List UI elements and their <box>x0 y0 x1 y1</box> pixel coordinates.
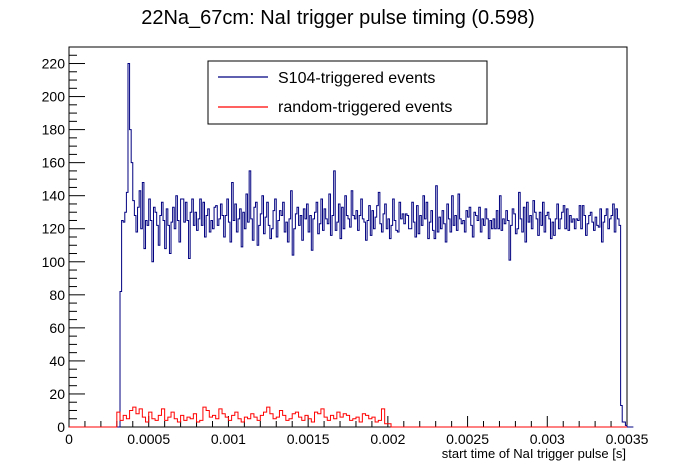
y-tick-label: 20 <box>49 386 65 402</box>
y-tick-label: 140 <box>42 188 66 204</box>
y-tick-label: 220 <box>42 56 66 72</box>
plot-series <box>69 63 634 428</box>
x-tick-label: 0.001 <box>211 431 246 447</box>
legend-label-s104: S104-triggered events <box>278 70 435 87</box>
legend-label-random: random-triggered events <box>278 99 452 116</box>
y-tick-label: 200 <box>42 89 66 105</box>
x-axis-label: start time of NaI trigger pulse [s] <box>442 446 626 461</box>
legend: S104-triggered events random-triggered e… <box>207 60 488 125</box>
x-tick-label: 0 <box>65 431 73 447</box>
x-tick-label: 0.0025 <box>446 431 489 447</box>
x-tick-label: 0.003 <box>530 431 565 447</box>
y-tick-label: 180 <box>42 122 66 138</box>
x-tick-label: 0.0035 <box>606 431 649 447</box>
series-line-0 <box>69 63 634 428</box>
y-tick-label: 100 <box>42 254 66 270</box>
x-tick-label: 0.0005 <box>127 431 170 447</box>
axes: 0 0.0005 0.001 0.0015 0.002 0.0025 0.003 0.0035… <box>42 46 649 447</box>
chart-title: 22Na_67cm: NaI trigger pulse timing (0.5… <box>141 7 535 29</box>
y-tick-label: 60 <box>49 320 65 336</box>
x-tick-label: 0.002 <box>370 431 405 447</box>
legend-box <box>207 60 488 125</box>
x-tick-label: 0.0015 <box>287 431 330 447</box>
y-tick-label: 0 <box>57 419 65 435</box>
y-tick-label: 40 <box>49 353 65 369</box>
y-tick-label: 80 <box>49 287 65 303</box>
y-tick-label: 160 <box>42 155 66 171</box>
series-line-1 <box>69 406 627 428</box>
y-tick-label: 120 <box>42 221 66 237</box>
